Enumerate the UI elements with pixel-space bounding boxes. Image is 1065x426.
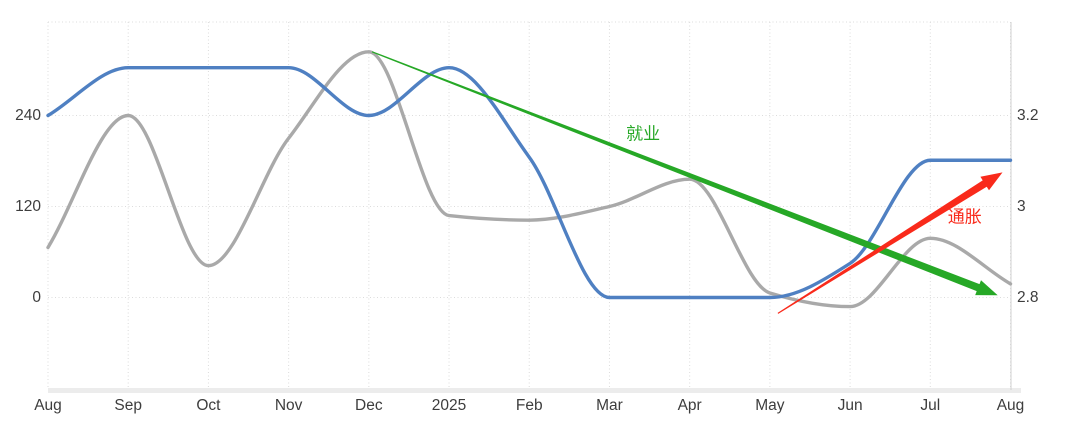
- x-axis-label: Sep: [114, 397, 142, 414]
- x-axis-label: Jul: [920, 397, 941, 414]
- x-axis-label: May: [755, 397, 785, 414]
- inflation-trend-arrow: [777, 172, 1003, 314]
- employment-line: [46, 66, 1013, 300]
- x-axis-label: Oct: [196, 397, 221, 414]
- x-axis-label: Dec: [355, 397, 383, 414]
- x-axis-label: Mar: [596, 397, 623, 414]
- x-axis-label: Apr: [677, 397, 702, 414]
- left-axis-label: 120: [15, 197, 41, 215]
- right-axis-label: 3.2: [1017, 106, 1039, 124]
- x-axis-label: Aug: [34, 397, 62, 414]
- x-axis-label: Feb: [515, 397, 543, 414]
- employment-trend-arrow: [371, 51, 998, 296]
- x-axis-label: Nov: [274, 397, 303, 414]
- x-axis-label: Jun: [837, 397, 863, 414]
- right-axis-label: 3: [1017, 197, 1026, 215]
- left-axis-label: 0: [32, 288, 41, 306]
- left-axis-label: 240: [15, 106, 41, 124]
- inflation-line: [46, 50, 1013, 309]
- annotation-label-inflation: 通胀: [947, 207, 982, 228]
- x-axis-label: 2025: [431, 397, 467, 414]
- right-axis-label: 2.8: [1017, 288, 1039, 306]
- x-axis-label: Aug: [996, 397, 1025, 414]
- annotation-label-employment: 就业: [626, 124, 661, 145]
- x-axis-strip: [48, 388, 1021, 393]
